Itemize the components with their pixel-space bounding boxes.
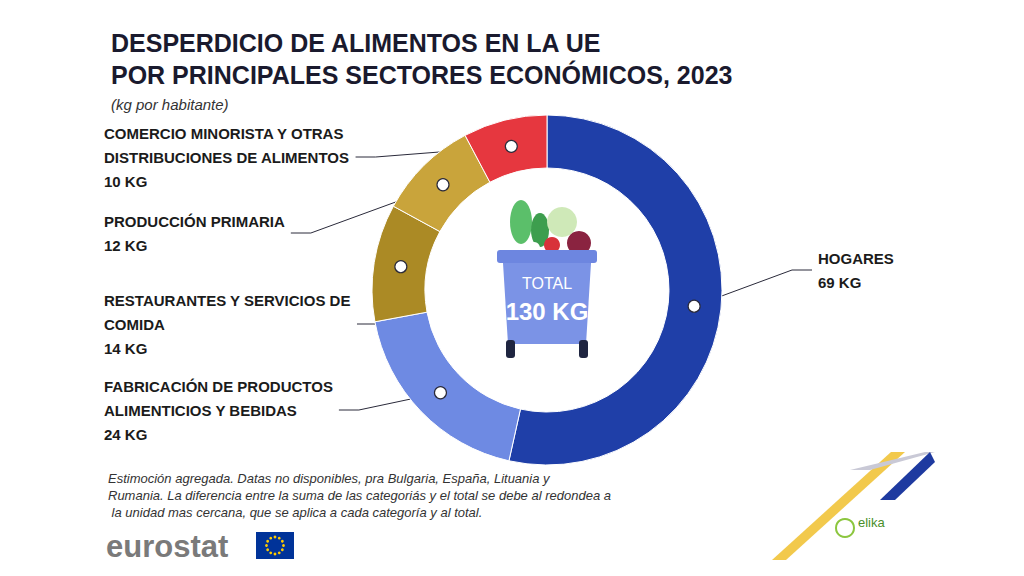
svg-text:12 KG: 12 KG [104,237,147,254]
svg-text:ALIMENTICIOS Y BEBIDAS: ALIMENTICIOS Y BEBIDAS [104,402,297,419]
svg-text:DISTRIBUCIONES DE ALIMENTOS: DISTRIBUCIONES DE ALIMENTOS [104,149,349,166]
svg-text:POR PRINCIPALES SECTORES ECONÓ: POR PRINCIPALES SECTORES ECONÓMICOS, 202… [111,60,732,89]
svg-text:COMIDA: COMIDA [104,316,165,333]
svg-text:Estimoción agregada. Datas no: Estimoción agregada. Datas no disponible… [108,471,553,486]
svg-text:HOGARES: HOGARES [818,250,894,267]
svg-text:DESPERDICIO DE ALIMENTOS EN LA: DESPERDICIO DE ALIMENTOS EN LA UE [111,29,600,57]
svg-text:24 KG: 24 KG [104,426,147,443]
svg-text:COMERCIO MINORISTA Y OTRAS: COMERCIO MINORISTA Y OTRAS [104,125,343,142]
svg-text:la unidad mas cercana, que se: la unidad mas cercana, que se aplica a c… [108,505,482,520]
svg-text:FABRICACIÓN DE PRODUCTOS: FABRICACIÓN DE PRODUCTOS [104,378,333,395]
svg-text:eurostat: eurostat [106,529,228,564]
svg-text:Rumania. La diferencia entre l: Rumania. La diferencia entre la suma de … [108,488,611,503]
svg-text:PRODUCCIÓN PRIMARIA: PRODUCCIÓN PRIMARIA [104,213,285,230]
svg-text:TOTAL: TOTAL [522,275,572,292]
svg-text:(kg por habitante): (kg por habitante) [111,96,229,113]
svg-text:69 KG: 69 KG [818,274,861,291]
svg-text:130 KG: 130 KG [506,298,589,325]
svg-text:14 KG: 14 KG [104,340,147,357]
svg-text:10 KG: 10 KG [104,173,147,190]
svg-text:RESTAURANTES Y SERVICIOS DE: RESTAURANTES Y SERVICIOS DE [104,292,350,309]
svg-text:elika: elika [858,515,886,530]
